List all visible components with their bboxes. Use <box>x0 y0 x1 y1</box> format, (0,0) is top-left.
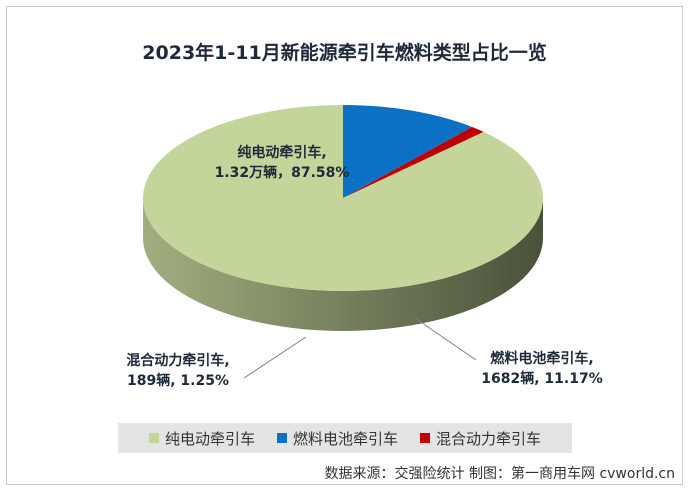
legend-item-hybrid: 混合动力牵引车 <box>420 428 541 449</box>
pie-slice-bev <box>143 105 544 292</box>
legend: 纯电动牵引车 燃料电池牵引车 混合动力牵引车 <box>118 423 572 453</box>
label-bev-line1: 纯电动牵引车, <box>237 144 326 161</box>
legend-label-bev: 纯电动牵引车 <box>164 429 255 448</box>
label-bev-line2: 1.32万辆，87.58% <box>215 164 350 181</box>
label-hybrid-line2: 189辆, 1.25% <box>127 372 229 389</box>
pie-side-bev <box>143 198 543 331</box>
leader-line-hybrid <box>243 336 307 379</box>
leader-line-fcev <box>414 317 477 361</box>
label-fcev-line2: 1682辆, 11.17% <box>481 370 602 387</box>
label-hybrid-line1: 混合动力牵引车, <box>126 352 229 369</box>
label-fcev-line1: 燃料电池牵引车, <box>490 350 593 367</box>
legend-swatch-fcev <box>276 433 287 443</box>
legend-swatch-bev <box>148 433 159 443</box>
pie-slice-fcev <box>343 105 473 198</box>
legend-item-bev: 纯电动牵引车 <box>148 428 255 449</box>
pie-slice-hybrid <box>343 126 484 198</box>
legend-item-fcev: 燃料电池牵引车 <box>276 428 398 449</box>
chart-title: 2023年1-11月新能源牵引车燃料类型占比一览 <box>142 42 547 64</box>
legend-swatch-hybrid <box>420 433 430 443</box>
legend-label-hybrid: 混合动力牵引车 <box>436 429 542 448</box>
legend-label-fcev: 燃料电池牵引车 <box>292 429 398 448</box>
source-note: 数据来源：交强险统计 制图：第一商用车网 cvworld.cn <box>324 466 675 482</box>
